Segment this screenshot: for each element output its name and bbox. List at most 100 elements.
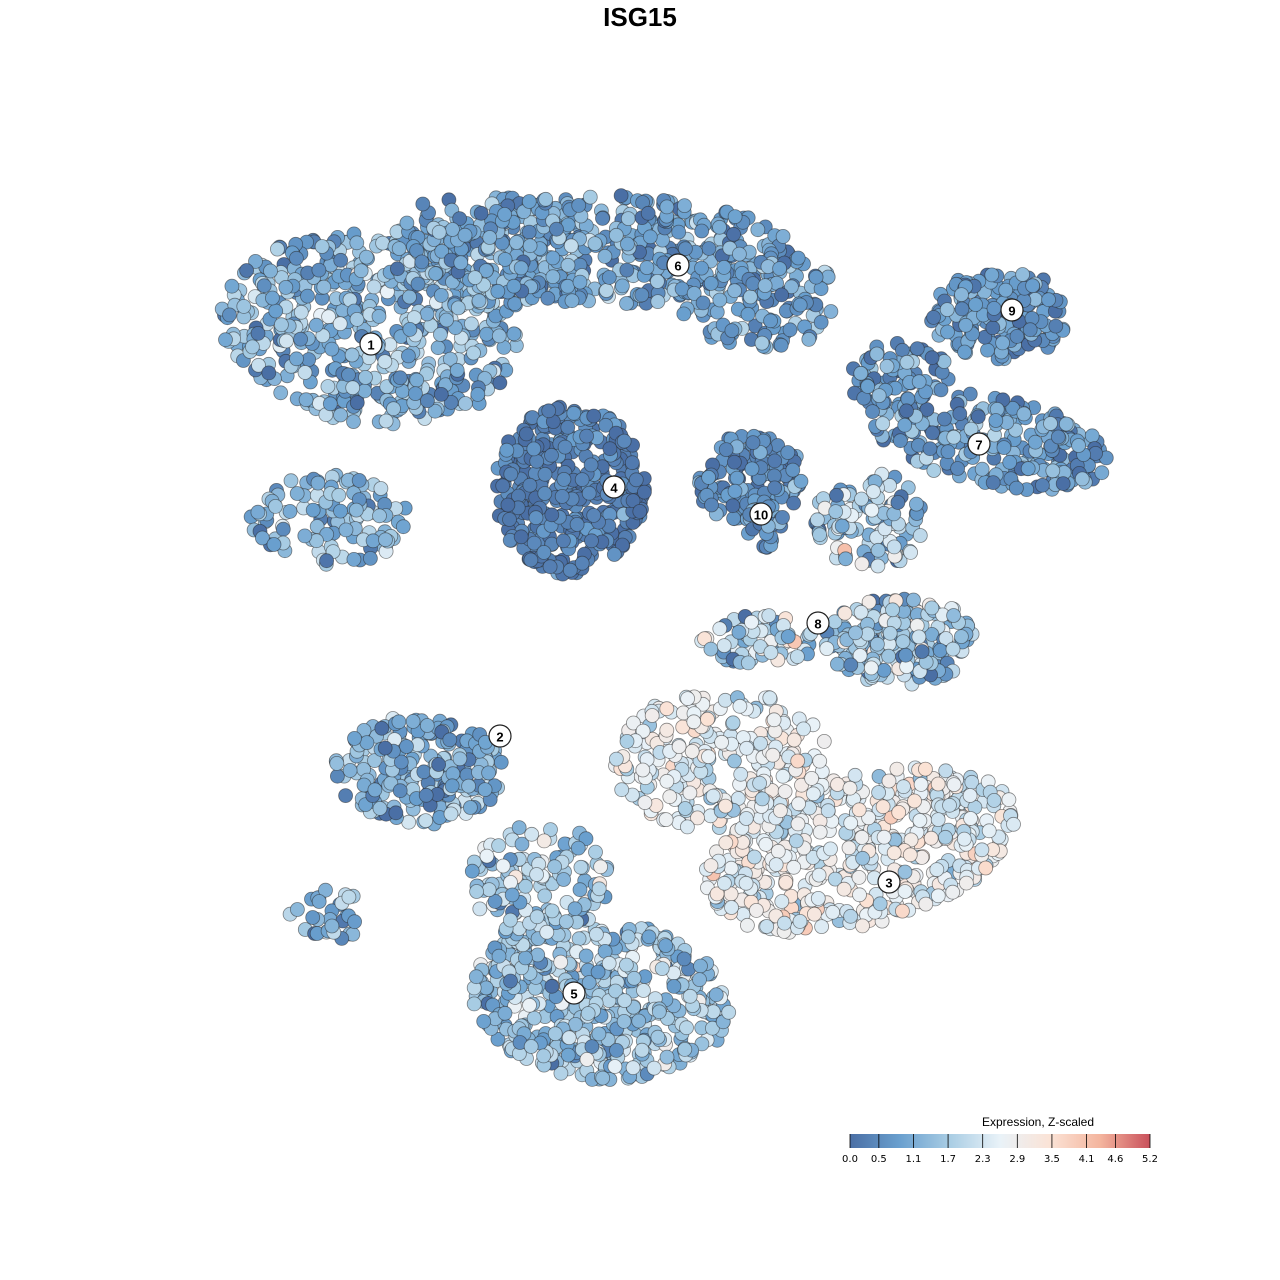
cell-point-cluster-8 [906, 592, 921, 608]
cell-point-cluster-6 [790, 250, 806, 266]
cell-point-cluster-1 [365, 533, 381, 549]
cell-point-cluster-9 [1015, 267, 1030, 282]
cell-point-cluster-1 [333, 407, 348, 423]
cell-point-cluster-10 [744, 461, 760, 477]
cell-point-cluster-6 [655, 232, 670, 248]
cell-point-cluster-6 [453, 255, 469, 271]
cell-point-cluster-6 [642, 229, 658, 245]
cell-point-cluster-1 [236, 298, 252, 314]
cell-point-cluster-7 [1027, 434, 1043, 450]
cell-point-cluster-3 [851, 802, 867, 818]
cell-point-cluster-1 [268, 498, 283, 514]
cell-point-cluster-3 [978, 860, 994, 876]
cell-point-cluster-7 [919, 402, 935, 417]
cell-point-cluster-7 [1045, 463, 1061, 479]
cell-point-cluster-3 [758, 837, 774, 852]
cluster-label-circle [602, 475, 626, 499]
cell-point-cluster-2 [324, 918, 340, 934]
cell-point-cluster-3 [703, 858, 719, 873]
cell-point-cluster-3 [725, 715, 741, 731]
cell-point-cluster-5 [708, 987, 724, 1003]
cell-point-cluster-2 [374, 720, 390, 736]
cell-point-cluster-5 [526, 1010, 542, 1026]
cell-point-cluster-1 [442, 351, 458, 367]
cell-point-cluster-4 [526, 441, 542, 457]
cell-point-cluster-3 [732, 698, 748, 714]
cell-point-cluster-3 [701, 749, 716, 765]
cell-point-cluster-3 [974, 842, 990, 858]
cell-point-cluster-10 [767, 453, 783, 469]
cell-point-cluster-3 [810, 891, 826, 906]
cluster-label-text: 7 [975, 438, 982, 453]
cell-point-cluster-3 [765, 747, 781, 763]
cell-point-cluster-1 [409, 372, 425, 388]
cell-point-cluster-5 [721, 1004, 737, 1020]
cell-point-cluster-3 [816, 734, 832, 749]
cell-point-cluster-1 [256, 278, 272, 294]
cell-point-cluster-3 [777, 784, 793, 799]
cell-point-cluster-6 [497, 251, 513, 267]
cell-point-cluster-1 [288, 250, 304, 266]
cell-point-cluster-3 [897, 884, 913, 899]
cell-point-cluster-9 [1048, 318, 1064, 334]
cell-point-cluster-1 [432, 327, 448, 342]
cluster-label-text: 2 [496, 730, 503, 745]
cell-point-cluster-3 [738, 811, 754, 826]
cell-point-cluster-1 [351, 472, 367, 488]
cell-point-cluster-7 [1035, 477, 1050, 493]
cell-point-cluster-9 [980, 342, 995, 358]
cell-point-cluster-6 [695, 295, 711, 311]
cell-point-cluster-6 [726, 226, 741, 242]
cell-point-cluster-1 [222, 307, 237, 323]
cell-point-cluster-6 [613, 188, 629, 204]
cell-point-cluster-1 [375, 235, 391, 251]
cell-point-cluster-3 [766, 712, 782, 728]
cell-point-cluster-1 [371, 308, 387, 324]
cell-point-cluster-1 [218, 332, 233, 348]
cell-point-cluster-3 [749, 903, 764, 918]
cell-point-cluster-1 [492, 375, 508, 391]
cell-point-cluster-2 [443, 806, 459, 822]
cell-point-cluster-3 [959, 875, 974, 891]
cell-point-cluster-2 [461, 778, 477, 794]
cell-point-cluster-1 [392, 370, 408, 386]
cell-point-cluster-6 [808, 269, 824, 285]
cell-point-cluster-5 [692, 972, 707, 987]
cell-point-cluster-3 [753, 736, 768, 751]
cell-point-cluster-1 [264, 290, 280, 306]
cell-point-cluster-8 [912, 528, 928, 543]
cell-point-cluster-3 [738, 875, 754, 891]
cell-point-cluster-5 [495, 858, 511, 874]
cell-point-cluster-1 [293, 304, 309, 320]
cell-point-cluster-2 [347, 914, 363, 930]
cell-point-cluster-3 [754, 791, 770, 807]
cell-point-cluster-8 [843, 657, 859, 673]
cell-point-cluster-5 [523, 1039, 539, 1054]
cell-point-cluster-2 [341, 889, 357, 905]
cell-point-cluster-5 [472, 901, 488, 917]
cell-point-cluster-8 [830, 656, 845, 672]
cell-point-cluster-8 [914, 644, 930, 659]
cell-point-cluster-4 [522, 477, 538, 493]
cell-point-cluster-8 [932, 643, 948, 658]
cell-point-cluster-3 [872, 896, 888, 912]
cell-point-cluster-8 [853, 604, 869, 620]
cell-point-cluster-3 [986, 793, 1002, 808]
cluster-label-circle [1000, 298, 1024, 322]
cluster-label-text: 4 [610, 481, 618, 496]
cell-point-cluster-6 [597, 248, 613, 264]
cell-point-cluster-5 [677, 1042, 693, 1057]
cell-point-cluster-7 [1020, 461, 1036, 477]
cell-point-cluster-4 [637, 484, 652, 500]
cell-point-cluster-8 [744, 614, 759, 630]
cell-point-cluster-5 [536, 833, 552, 849]
cell-point-cluster-1 [268, 303, 284, 319]
cell-point-cluster-3 [635, 723, 651, 739]
cell-point-cluster-6 [650, 273, 665, 289]
cell-point-cluster-5 [572, 882, 588, 898]
cell-point-cluster-3 [812, 824, 828, 840]
cell-point-cluster-6 [775, 228, 791, 244]
cell-point-cluster-2 [359, 735, 375, 750]
cell-point-cluster-3 [682, 785, 698, 801]
legend-color-bar [850, 1134, 1150, 1148]
